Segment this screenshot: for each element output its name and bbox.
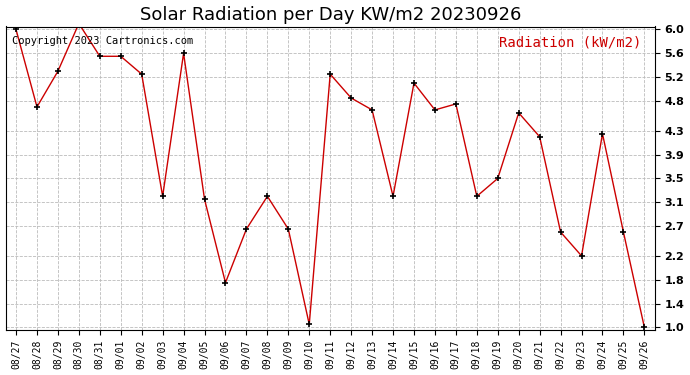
Text: Radiation (kW/m2): Radiation (kW/m2)	[500, 36, 642, 50]
Text: Copyright 2023 Cartronics.com: Copyright 2023 Cartronics.com	[12, 36, 193, 46]
Title: Solar Radiation per Day KW/m2 20230926: Solar Radiation per Day KW/m2 20230926	[139, 6, 521, 24]
